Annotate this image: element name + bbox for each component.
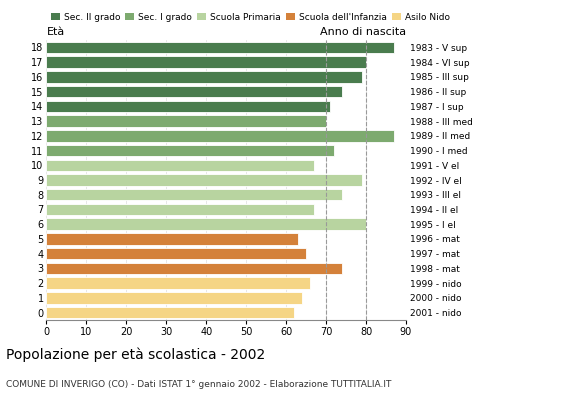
Text: Età: Età: [46, 27, 64, 37]
Bar: [46, 204, 314, 215]
Bar: [46, 233, 298, 245]
Bar: [46, 292, 302, 304]
Bar: [46, 263, 342, 274]
Bar: [46, 71, 362, 82]
Bar: [46, 174, 362, 186]
Bar: [46, 86, 342, 97]
Text: COMUNE DI INVERIGO (CO) - Dati ISTAT 1° gennaio 2002 - Elaborazione TUTTITALIA.I: COMUNE DI INVERIGO (CO) - Dati ISTAT 1° …: [6, 380, 391, 389]
Bar: [46, 145, 334, 156]
Bar: [46, 42, 394, 53]
Legend: Sec. II grado, Sec. I grado, Scuola Primaria, Scuola dell'Infanzia, Asilo Nido: Sec. II grado, Sec. I grado, Scuola Prim…: [51, 12, 450, 22]
Bar: [46, 307, 294, 318]
Bar: [46, 189, 342, 200]
Bar: [46, 56, 366, 68]
Bar: [46, 218, 366, 230]
Bar: [46, 160, 314, 171]
Text: Popolazione per età scolastica - 2002: Popolazione per età scolastica - 2002: [6, 348, 265, 362]
Bar: [46, 115, 326, 127]
Bar: [46, 248, 306, 260]
Text: Anno di nascita: Anno di nascita: [320, 27, 406, 37]
Bar: [46, 100, 330, 112]
Bar: [46, 130, 394, 142]
Bar: [46, 278, 310, 289]
